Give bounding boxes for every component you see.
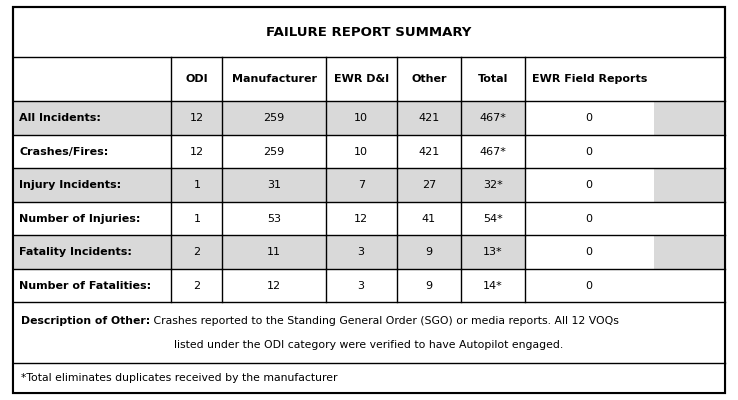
Text: 0: 0: [586, 214, 593, 224]
Bar: [525, 202, 654, 235]
Text: Crashes reported to the Standing General Order (SGO) or media reports. All 12 VO: Crashes reported to the Standing General…: [150, 316, 618, 326]
Text: ODI: ODI: [185, 74, 208, 84]
Text: 259: 259: [263, 146, 285, 156]
Text: 12: 12: [190, 146, 204, 156]
Text: EWR D&I: EWR D&I: [334, 74, 389, 84]
Text: 0: 0: [586, 247, 593, 257]
Text: 54*: 54*: [483, 214, 503, 224]
Text: FAILURE REPORT SUMMARY: FAILURE REPORT SUMMARY: [266, 26, 472, 39]
Bar: [13, 235, 725, 269]
Text: 259: 259: [263, 113, 285, 123]
Text: Crashes/Fires:: Crashes/Fires:: [19, 146, 108, 156]
Text: 3: 3: [358, 247, 365, 257]
Text: 12: 12: [190, 113, 204, 123]
Text: 421: 421: [418, 146, 439, 156]
Bar: [13, 302, 725, 363]
Text: 11: 11: [267, 247, 281, 257]
Text: 1: 1: [193, 214, 200, 224]
Bar: [525, 269, 654, 302]
Text: 12: 12: [267, 281, 281, 291]
Text: Other: Other: [411, 74, 446, 84]
Text: Fatality Incidents:: Fatality Incidents:: [19, 247, 132, 257]
Bar: [13, 363, 725, 393]
Text: 467*: 467*: [480, 113, 506, 123]
Bar: [525, 135, 654, 168]
Bar: [525, 101, 654, 135]
Text: 32*: 32*: [483, 180, 503, 190]
Text: 0: 0: [586, 146, 593, 156]
Bar: [525, 168, 654, 202]
Bar: [13, 202, 725, 235]
Text: 53: 53: [267, 214, 281, 224]
Text: 0: 0: [586, 113, 593, 123]
Bar: [13, 101, 725, 135]
Bar: [13, 168, 725, 202]
Text: 10: 10: [354, 113, 368, 123]
Text: 2: 2: [193, 247, 201, 257]
Text: 12: 12: [354, 214, 368, 224]
Text: 10: 10: [354, 146, 368, 156]
Text: 0: 0: [586, 281, 593, 291]
Text: Injury Incidents:: Injury Incidents:: [19, 180, 121, 190]
Text: *Total eliminates duplicates received by the manufacturer: *Total eliminates duplicates received by…: [21, 373, 337, 383]
Text: listed under the ODI category were verified to have Autopilot engaged.: listed under the ODI category were verif…: [174, 340, 564, 350]
Text: Manufacturer: Manufacturer: [232, 74, 317, 84]
Text: 1: 1: [193, 180, 200, 190]
Text: 41: 41: [421, 214, 436, 224]
Text: 421: 421: [418, 113, 439, 123]
Text: 7: 7: [358, 180, 365, 190]
Text: 9: 9: [425, 281, 432, 291]
Bar: [525, 235, 654, 269]
Text: Total: Total: [477, 74, 508, 84]
Text: All Incidents:: All Incidents:: [19, 113, 101, 123]
Text: 14*: 14*: [483, 281, 503, 291]
Text: 3: 3: [358, 281, 365, 291]
Text: 2: 2: [193, 281, 201, 291]
Text: 0: 0: [586, 180, 593, 190]
Text: EWR Field Reports: EWR Field Reports: [531, 74, 647, 84]
Text: 27: 27: [421, 180, 436, 190]
Bar: [13, 269, 725, 302]
Text: Number of Injuries:: Number of Injuries:: [19, 214, 140, 224]
Text: Description of Other:: Description of Other:: [21, 316, 150, 326]
Text: Number of Fatalities:: Number of Fatalities:: [19, 281, 151, 291]
Bar: [13, 135, 725, 168]
Text: 31: 31: [267, 180, 281, 190]
Text: 467*: 467*: [480, 146, 506, 156]
Text: 9: 9: [425, 247, 432, 257]
Text: 13*: 13*: [483, 247, 503, 257]
